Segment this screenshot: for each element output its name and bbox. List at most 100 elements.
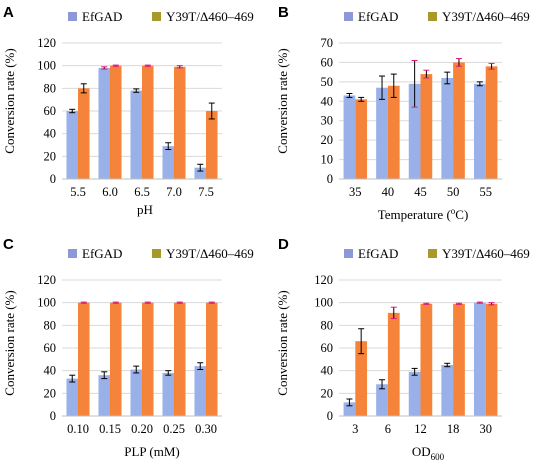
x-tick-label-d: 12 xyxy=(414,422,427,436)
bar-c-series0 xyxy=(194,366,206,416)
x-axis-title-a: pH xyxy=(137,202,153,217)
legend-label-y39t-c: Y39T/Δ460–469 xyxy=(166,246,254,261)
x-tick-label-b: 45 xyxy=(414,185,427,199)
bar-c-series1 xyxy=(142,302,154,416)
y-tick-label-c: 120 xyxy=(37,273,56,287)
panel-d: D Conversion rate (%) EfGAD Y39T/Δ460–46… xyxy=(275,236,530,462)
bar-c-series0 xyxy=(130,369,142,416)
x-tick-label-c: 0.25 xyxy=(163,422,185,436)
x-tick-label-a: 7.0 xyxy=(166,185,182,199)
y-tick-label-d: 120 xyxy=(314,273,333,287)
legend-label-efgad-a: EfGAD xyxy=(82,9,122,24)
y-tick-label-b: 40 xyxy=(321,94,334,108)
x-tick-label-b: 50 xyxy=(447,185,460,199)
legend-label-y39t-a: Y39T/Δ460–469 xyxy=(166,9,254,24)
legend-swatch-y39t-b xyxy=(428,12,437,21)
y-tick-label-a: 80 xyxy=(44,81,57,95)
plot-area-d: 0 20 40 60 80 100 120 3 6 12 18 30 xyxy=(314,273,502,436)
y-tick-label-b: 10 xyxy=(321,153,334,167)
panel-a: A Conversion rate (%) EfGAD Y39T/Δ460–46… xyxy=(2,4,254,217)
y-tick-label-b: 20 xyxy=(321,133,334,147)
bar-c-series1 xyxy=(206,302,218,416)
legend-swatch-y39t-d xyxy=(428,249,437,258)
bar-a-series0 xyxy=(130,90,142,179)
legend-label-y39t-b: Y39T/Δ460–469 xyxy=(442,9,530,24)
bar-b-series0 xyxy=(408,83,421,179)
y-tick-label-b: 50 xyxy=(321,75,334,89)
bar-b-series0 xyxy=(473,83,486,179)
y-tick-label-d: 80 xyxy=(321,318,334,332)
bar-c-series0 xyxy=(66,378,78,416)
bar-b-series1 xyxy=(485,66,498,179)
bar-b-series0 xyxy=(376,87,388,179)
panel-b: B Conversion rate (%) EfGAD Y39T/Δ460–46… xyxy=(275,4,530,222)
bar-c-series1 xyxy=(78,302,90,416)
x-axis-title-b: Temperature (oC) xyxy=(378,206,469,222)
plot-area-a: 0 20 40 60 80 100 120 5.5 6.0 6.5 7.0 7.5 xyxy=(37,36,222,199)
y-axis-title-a: Conversion rate (%) xyxy=(2,48,17,153)
x-tick-label-b: 35 xyxy=(349,185,362,199)
x-axis-title-d-main: OD xyxy=(412,444,431,459)
bar-a-series0 xyxy=(194,167,206,179)
x-tick-label-a: 6.5 xyxy=(134,185,150,199)
x-tick-label-d: 30 xyxy=(479,422,492,436)
plot-area-c: 0 20 40 60 80 100 120 0.10 0.15 0.20 0.25 0.30 xyxy=(37,273,222,436)
x-tick-label-b: 40 xyxy=(382,185,395,199)
x-tick-label-a: 7.5 xyxy=(198,185,214,199)
y-axis-title-c: Conversion rate (%) xyxy=(2,290,17,395)
bar-d-series1 xyxy=(453,303,465,416)
y-tick-label-c: 100 xyxy=(37,296,56,310)
x-axis-title-d-sub: 600 xyxy=(431,452,445,462)
x-tick-label-d: 18 xyxy=(447,422,460,436)
bar-d-series0 xyxy=(376,384,388,416)
legend-swatch-y39t-a xyxy=(152,12,161,21)
x-axis-title-b-tail: C) xyxy=(455,207,468,222)
y-tick-label-a: 60 xyxy=(44,104,57,118)
x-tick-label-d: 3 xyxy=(352,422,358,436)
x-tick-label-c: 0.20 xyxy=(131,422,153,436)
y-tick-label-c: 0 xyxy=(50,409,56,423)
bar-a-series0 xyxy=(162,146,174,179)
bar-b-series1 xyxy=(387,85,400,179)
y-tick-label-a: 40 xyxy=(44,127,57,141)
bar-d-series0 xyxy=(343,402,356,416)
panel-letter-c: C xyxy=(3,236,14,253)
y-tick-label-d: 100 xyxy=(314,296,333,310)
y-tick-label-d: 20 xyxy=(321,386,334,400)
y-tick-label-a: 0 xyxy=(50,172,56,186)
bar-a-series1 xyxy=(78,88,90,179)
bar-b-series1 xyxy=(355,99,368,179)
x-tick-label-c: 0.10 xyxy=(67,422,89,436)
legend-label-y39t-d: Y39T/Δ460–469 xyxy=(442,246,530,261)
x-axis-title-b-main: Temperature ( xyxy=(378,207,451,222)
bar-a-series1 xyxy=(206,111,218,179)
bar-d-series0 xyxy=(441,365,454,416)
x-axis-title-c: PLP (mM) xyxy=(124,444,180,459)
y-tick-label-d: 40 xyxy=(321,364,334,378)
panel-c: C Conversion rate (%) EfGAD Y39T/Δ460–46… xyxy=(2,236,254,459)
legend-swatch-y39t-c xyxy=(152,249,161,258)
x-tick-label-a: 6.0 xyxy=(102,185,118,199)
y-tick-label-a: 120 xyxy=(37,36,56,50)
bar-d-series1 xyxy=(485,303,498,416)
x-tick-label-b: 55 xyxy=(479,185,492,199)
bar-b-series0 xyxy=(441,77,454,179)
y-tick-label-a: 20 xyxy=(44,149,57,163)
y-tick-label-b: 70 xyxy=(321,36,334,50)
bar-d-series1 xyxy=(387,312,400,416)
bar-c-series0 xyxy=(98,375,110,416)
legend-swatch-efgad-c xyxy=(68,249,77,258)
y-tick-label-b: 60 xyxy=(321,55,334,69)
y-tick-label-b: 0 xyxy=(327,172,333,186)
legend-swatch-efgad-a xyxy=(68,12,77,21)
legend-label-efgad-c: EfGAD xyxy=(82,246,122,261)
x-tick-label-d: 6 xyxy=(385,422,391,436)
bar-d-series0 xyxy=(473,302,486,416)
bar-c-series1 xyxy=(110,302,122,416)
y-tick-label-a: 100 xyxy=(37,59,56,73)
y-tick-label-c: 20 xyxy=(44,386,57,400)
y-tick-label-c: 40 xyxy=(44,364,57,378)
y-tick-label-d: 0 xyxy=(327,409,333,423)
legend-label-efgad-d: EfGAD xyxy=(358,246,398,261)
